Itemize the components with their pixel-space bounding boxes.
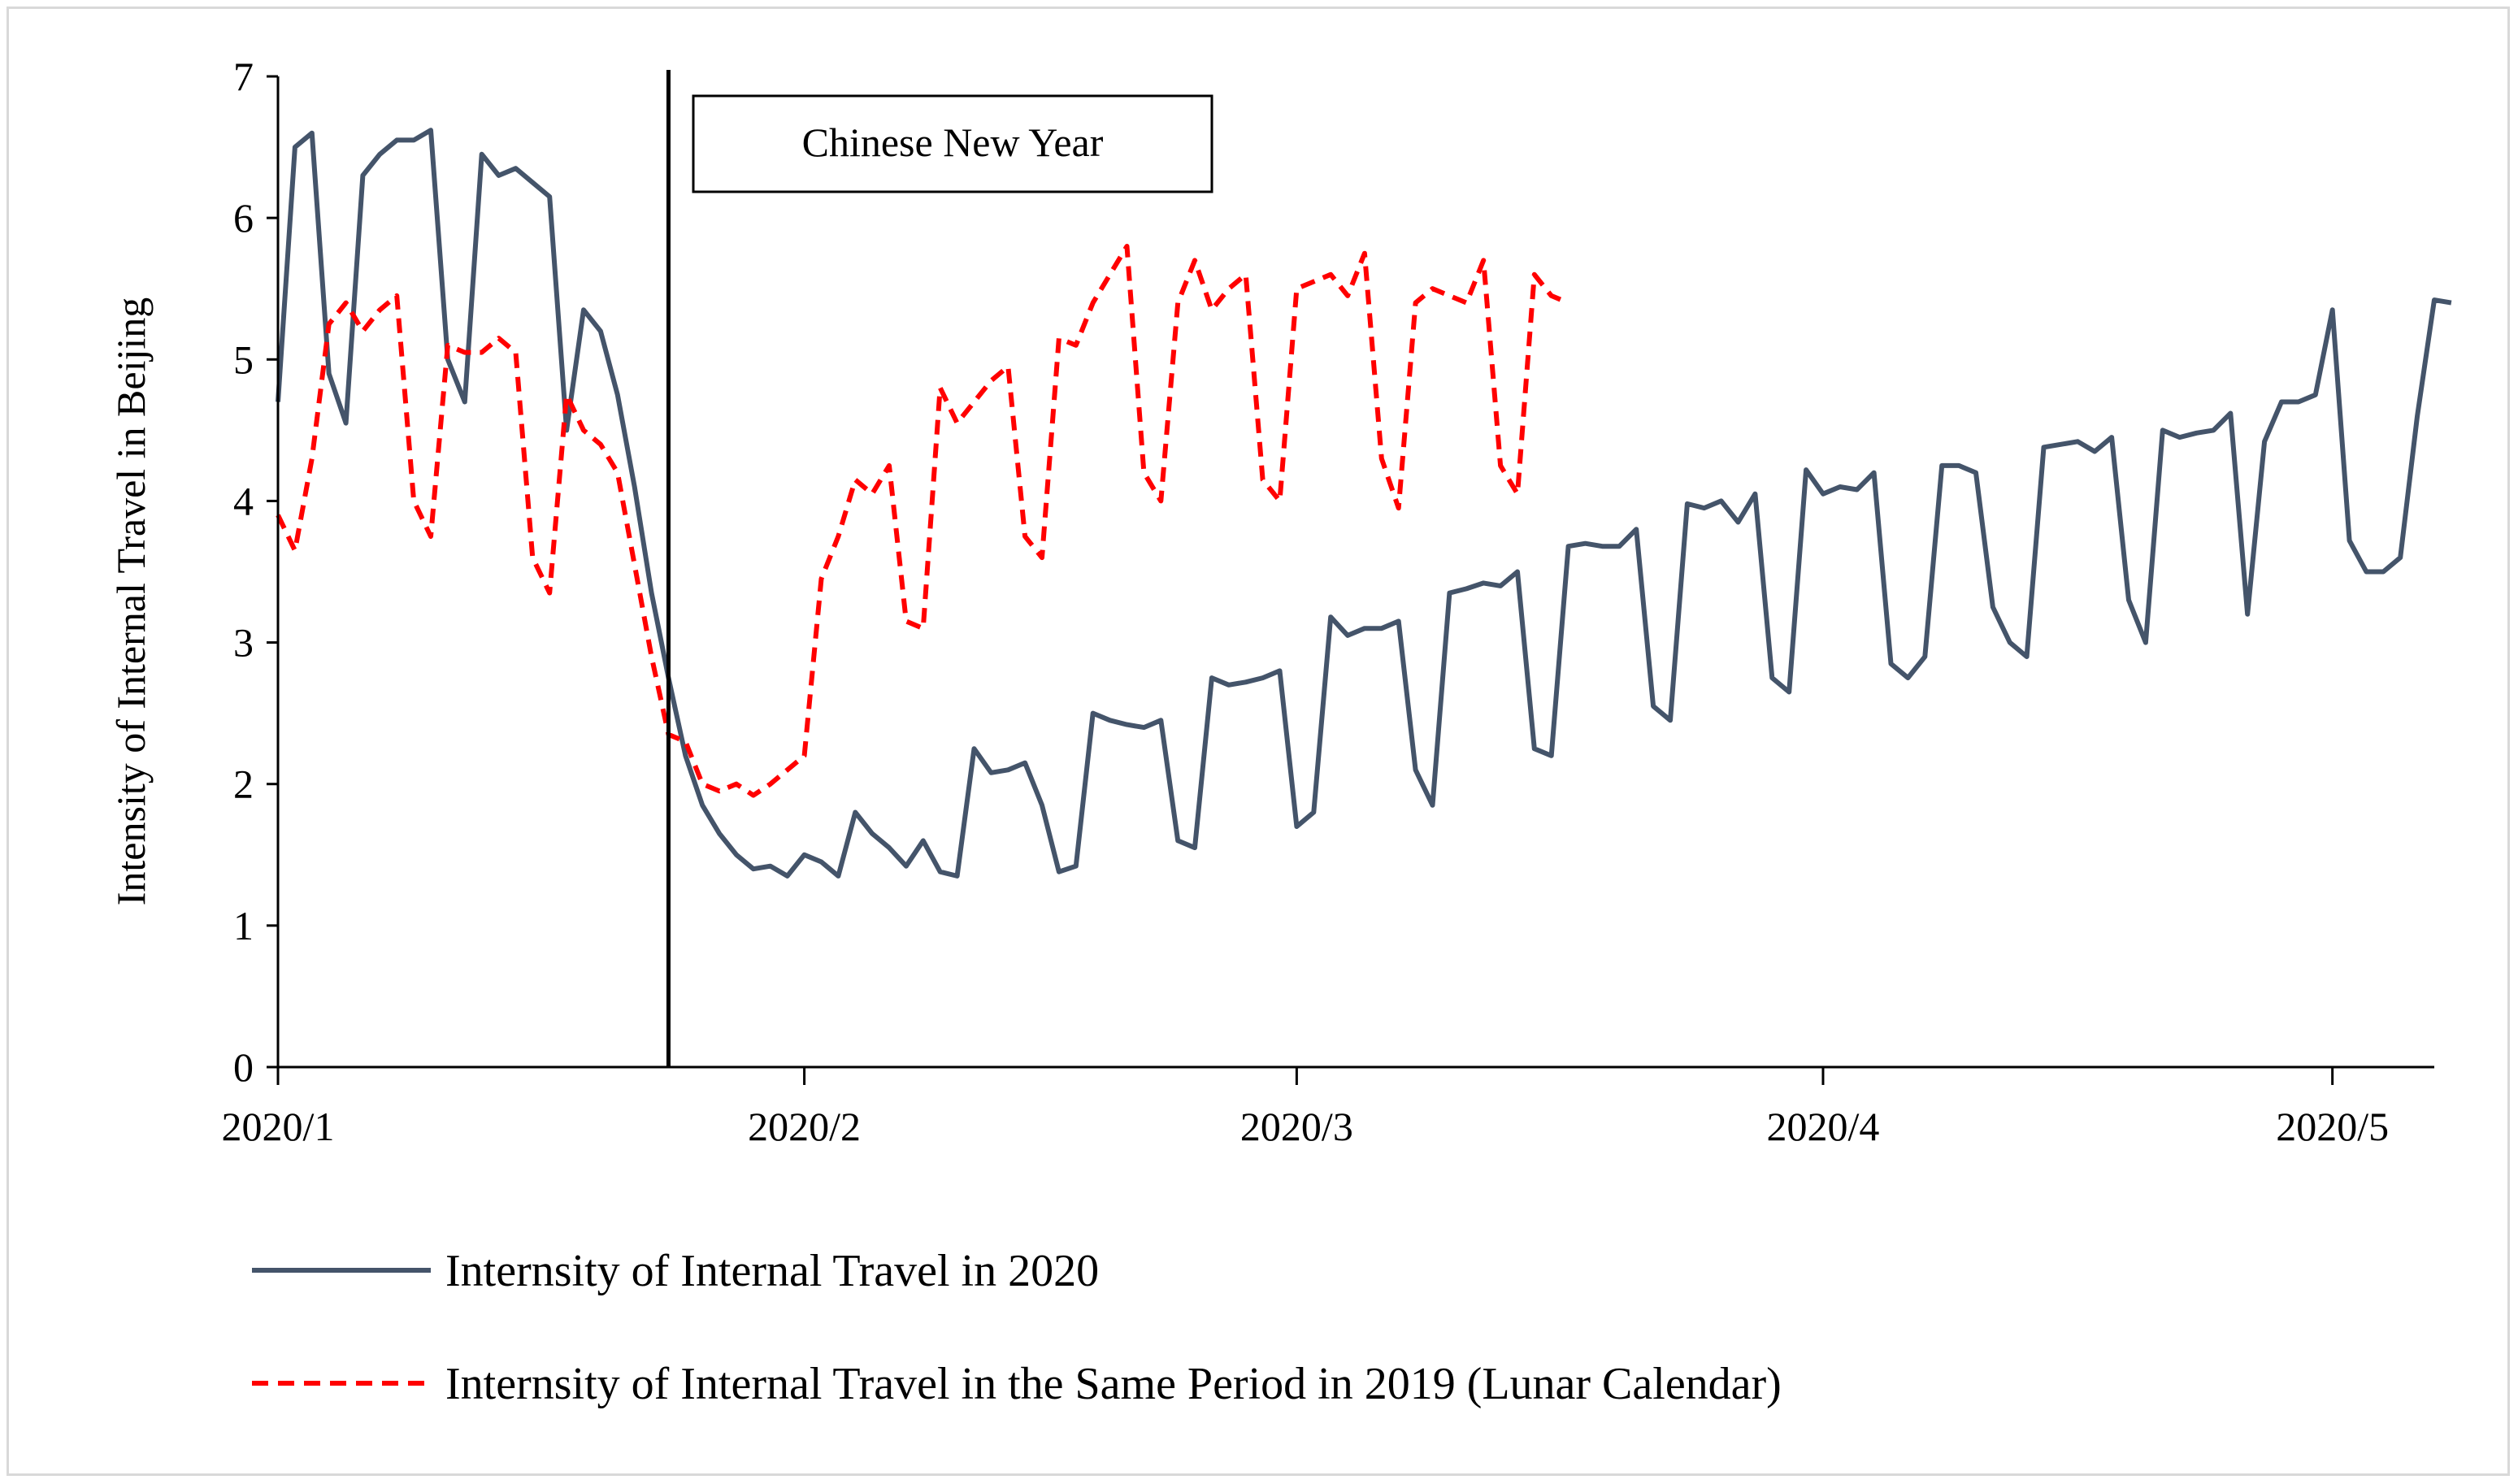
y-tick-label: 5	[233, 336, 254, 382]
y-tick-label: 3	[233, 620, 254, 666]
y-axis-title: Intensity of Internal Travel in Beijing	[108, 297, 154, 906]
x-tick-label: 2020/4	[1767, 1104, 1880, 1149]
series-layer	[276, 128, 2452, 879]
series-line-2019	[276, 244, 1569, 798]
annotation-box	[692, 94, 1213, 193]
y-tick-label: 6	[233, 195, 254, 241]
y-axis-ticks: 0 1 2 3 4 5 6 7	[233, 54, 278, 1090]
legend-label-2019: Internsity of Internal Travel in the Sam…	[445, 1359, 1782, 1409]
annotation-label: Chinese New Year	[802, 119, 1104, 165]
x-tick-label: 2020/5	[2276, 1104, 2389, 1149]
x-tick-label: 2020/3	[1240, 1104, 1353, 1149]
y-tick-label: 7	[233, 54, 254, 99]
legend-label-2020: Internsity of Internal Travel in 2020	[445, 1246, 1099, 1296]
y-tick-label: 1	[233, 903, 254, 948]
x-tick-label: 2020/1	[222, 1104, 335, 1149]
x-tick-label: 2020/2	[748, 1104, 861, 1149]
chart-frame	[7, 7, 2510, 1476]
x-axis-ticks: 2020/1 2020/2 2020/3 2020/4 2020/5	[222, 1067, 2389, 1149]
y-tick-label: 2	[233, 762, 254, 807]
y-tick-label: 0	[233, 1044, 254, 1090]
series-line-2020	[276, 128, 2452, 879]
y-tick-label: 4	[233, 478, 254, 523]
legend: Internsity of Internal Travel in 2020 In…	[252, 1246, 1782, 1409]
